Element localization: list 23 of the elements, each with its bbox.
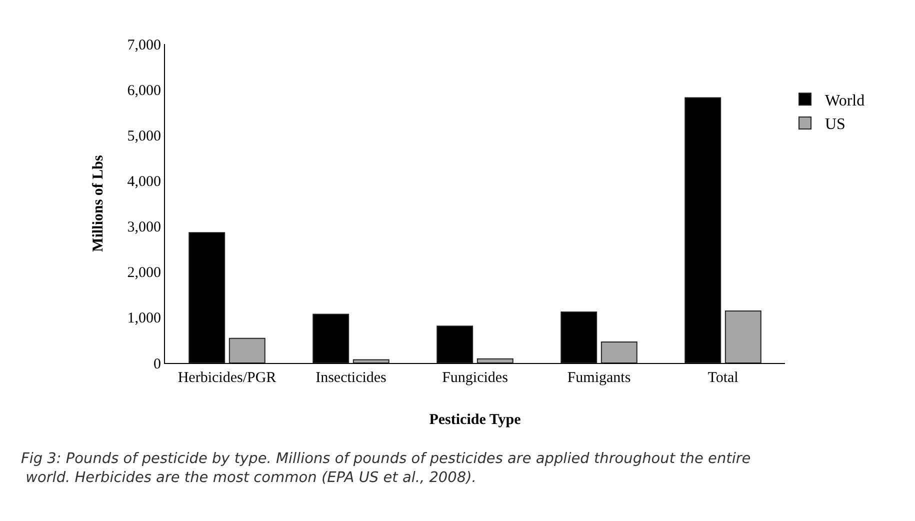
bar bbox=[724, 310, 762, 363]
x-tick-label: Total bbox=[708, 370, 738, 386]
x-tick-label: Insecticides bbox=[316, 370, 387, 386]
x-tick-label: Fungicides bbox=[442, 370, 508, 386]
y-tick-label: 6,000 bbox=[127, 82, 161, 99]
bar bbox=[228, 338, 266, 363]
x-axis-title: Pesticide Type bbox=[429, 412, 522, 428]
bar bbox=[476, 358, 514, 363]
y-tick-label: 1,000 bbox=[127, 310, 161, 327]
legend-label: World bbox=[825, 92, 865, 110]
y-tick-label: 0 bbox=[154, 356, 161, 372]
y-tick-label: 7,000 bbox=[127, 37, 161, 54]
bar bbox=[352, 359, 390, 363]
y-tick-label: 3,000 bbox=[127, 220, 161, 236]
x-tick-label: Fumigants bbox=[567, 370, 631, 386]
x-tick-label: Herbicides/PGR bbox=[178, 370, 276, 386]
legend-label: US bbox=[825, 116, 846, 134]
caption: Fig 3: Pounds of pesticide by type. Millions of pounds of pesticides are applied throughout the entire world. Herbicides are the most common (EPA US et al., 2008). bbox=[21, 451, 751, 486]
y-tick-label: 5,000 bbox=[127, 128, 161, 144]
y-axis-title: Millions of Lbs bbox=[90, 154, 106, 252]
bar bbox=[600, 342, 638, 363]
y-tick-label: 2,000 bbox=[127, 265, 161, 282]
y-tick-label: 4,000 bbox=[127, 174, 161, 190]
